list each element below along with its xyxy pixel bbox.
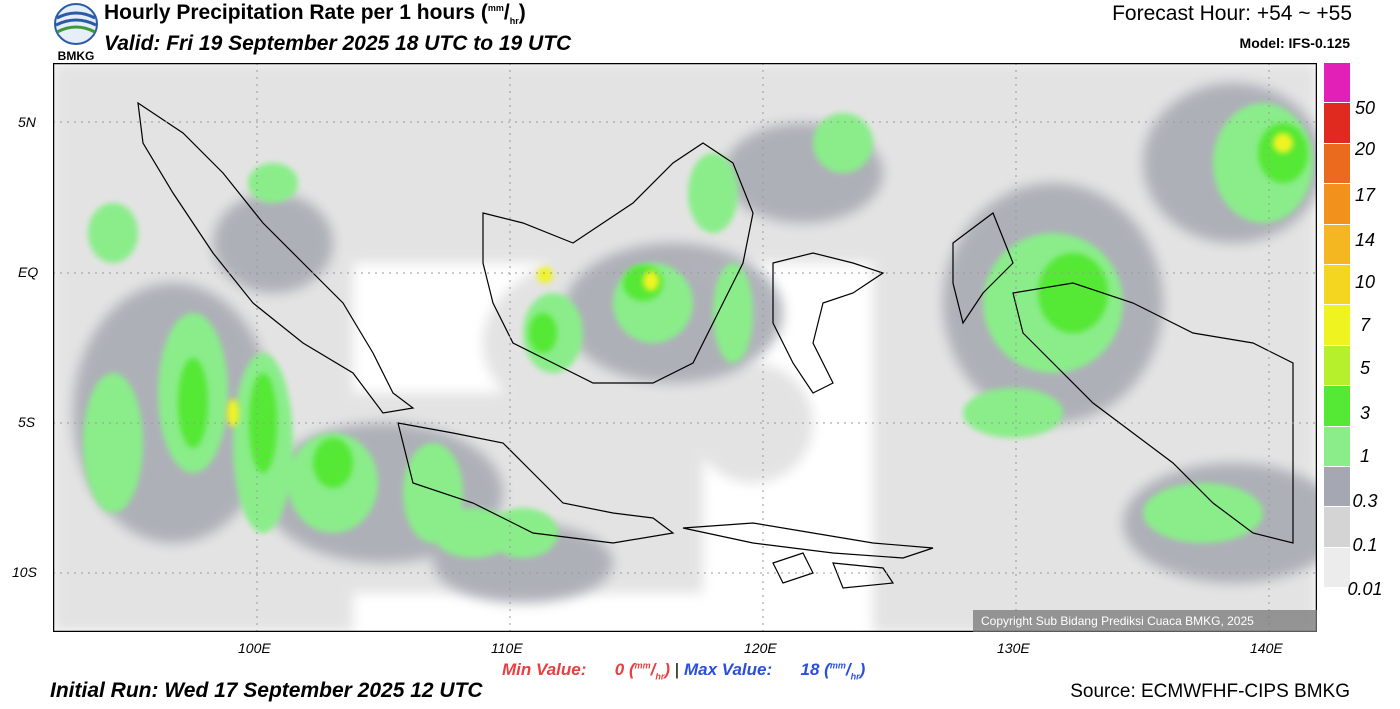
map-frame <box>53 63 1317 632</box>
precip-field-moderate <box>83 103 1313 558</box>
source-label: Source: ECMWFHF-CIPS BMKG <box>1070 681 1350 702</box>
min-value: 0 <box>614 660 625 679</box>
map-title: Hourly Precipitation Rate per 1 hours (m… <box>104 1 526 27</box>
legend-swatch <box>1324 264 1350 306</box>
legend-swatch <box>1324 386 1350 427</box>
stats-line: Min Value: 0 (mm/hr) | Max Value: 18 (mm… <box>502 660 866 682</box>
initial-run: Initial Run: Wed 17 September 2025 12 UT… <box>50 679 483 702</box>
max-unit-den: hr <box>850 671 860 682</box>
graticule <box>53 63 1317 632</box>
precip-field-intense <box>227 133 1293 427</box>
logo-text: BMKG <box>57 49 95 63</box>
title-close: ) <box>518 1 526 24</box>
max-unit-num: mm <box>829 660 846 671</box>
legend-label-17: 17 <box>1354 185 1376 205</box>
max-value-label: Max Value: <box>683 660 773 679</box>
legend-swatch <box>1324 547 1350 589</box>
title-unit-den: hr <box>509 16 519 27</box>
legend-swatch <box>1324 426 1350 467</box>
legend-swatch <box>1324 143 1350 185</box>
min-unit-den: hr <box>655 671 665 682</box>
legend-swatches <box>1324 63 1350 589</box>
legend-label-1: 1 <box>1359 446 1370 466</box>
lat-label-10s: 10S <box>12 564 37 580</box>
lon-label-110e: 110E <box>491 640 523 656</box>
legend-swatch <box>1324 103 1350 144</box>
copyright-box: Copyright Sub Bidang Prediksi Cuaca BMKG… <box>973 610 1317 632</box>
lon-label-140e: 140E <box>1250 640 1283 656</box>
legend-label-0-01: 0.01 <box>1347 579 1383 599</box>
lat-label-5n: 5N <box>18 114 36 130</box>
precipitation-map <box>53 63 1317 632</box>
lon-label-120e: 120E <box>744 640 777 656</box>
lat-label-5s: 5S <box>18 414 36 430</box>
forecast-hour: Forecast Hour: +54 ~ +55 <box>1112 2 1352 25</box>
legend-swatch <box>1324 305 1350 346</box>
lon-label-130e: 130E <box>997 640 1030 656</box>
copyright-text: Copyright Sub Bidang Prediksi Cuaca BMKG… <box>981 614 1254 628</box>
title-text: Hourly Precipitation Rate per 1 hours ( <box>104 1 488 24</box>
legend-label-50: 50 <box>1354 98 1376 118</box>
min-value-label: Min Value: <box>502 660 587 679</box>
legend-label-20: 20 <box>1354 139 1376 159</box>
stats-separator: | <box>674 660 680 679</box>
legend-label-7: 7 <box>1359 315 1370 335</box>
legend-label-3: 3 <box>1359 403 1370 423</box>
legend-label-10: 10 <box>1354 272 1376 292</box>
legend-bar <box>1324 63 1350 589</box>
legend-swatch <box>1324 224 1350 265</box>
legend-swatch <box>1324 466 1350 508</box>
legend-swatch <box>1324 507 1350 548</box>
legend-label-0-1: 0.1 <box>1352 535 1378 555</box>
bmkg-logo: BMKG <box>52 2 100 63</box>
min-unit-num: mm <box>634 660 651 671</box>
legend-swatch <box>1324 345 1350 387</box>
legend-label-5: 5 <box>1359 358 1370 378</box>
legend-swatch <box>1324 184 1350 225</box>
valid-time: Valid: Fri 19 September 2025 18 UTC to 1… <box>104 32 572 55</box>
legend-label-0-3: 0.3 <box>1352 491 1378 511</box>
legend-label-14: 14 <box>1354 230 1376 250</box>
lon-label-100e: 100E <box>238 640 271 656</box>
model-label: Model: IFS-0.125 <box>1239 35 1350 51</box>
lat-label-eq: EQ <box>18 264 39 280</box>
title-unit-num: mm <box>487 3 504 13</box>
max-value: 18 <box>800 660 820 679</box>
bmkg-logo-icon <box>54 3 98 45</box>
legend-swatch <box>1324 63 1350 104</box>
